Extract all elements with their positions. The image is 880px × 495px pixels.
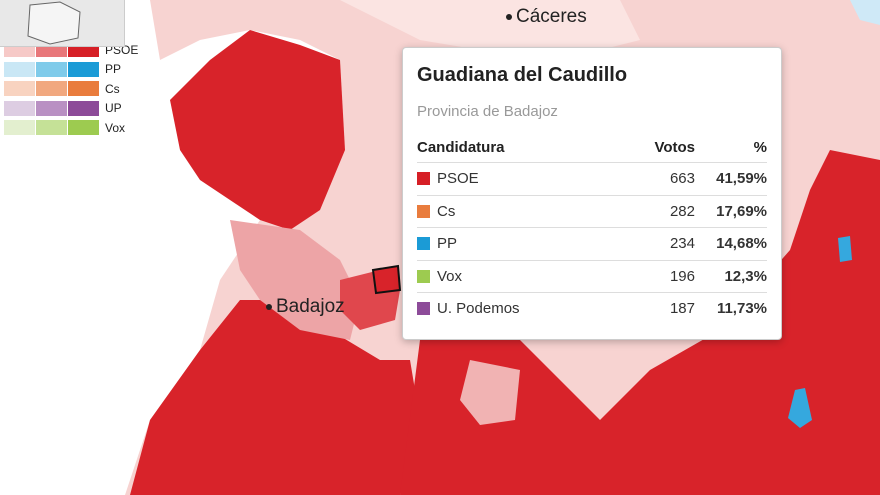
region-light [460,360,520,425]
tooltip-subtitle: Provincia de Badajoz [417,103,558,120]
percent-cell: 17,69% [716,202,767,220]
legend-label: Vox [105,120,126,135]
party-swatch [417,204,430,218]
legend-swatch [4,61,35,77]
legend-swatch [4,100,35,116]
tooltip: Guadiana del Caudillo Provincia de Badaj… [402,47,782,340]
results-table: Candidatura Votos % PSOE 663 41,59% Cs 282 17… [417,132,767,325]
party-name: PSOE [437,170,479,188]
table-row: PP 234 14,68% [417,228,767,261]
party-name: Cs [437,202,456,220]
reservoir [838,236,852,262]
region-dark [400,150,880,495]
reservoir [850,0,880,25]
percent-cell: 14,68% [716,235,767,253]
legend-label: PP [105,62,122,77]
party-cell: PP [417,235,615,252]
table-row: PSOE 663 41,59% [417,163,767,196]
legend-swatch [4,120,35,136]
legend-swatch [36,100,67,116]
percent-cell: 11,73% [716,300,767,318]
header-cell: Candidatura [417,138,505,156]
tooltip-title: Guadiana del Caudillo [417,64,628,86]
party-name: U. Podemos [437,300,520,318]
party-cell: Cs [417,203,615,220]
legend-item: PP [4,60,154,80]
votes-cell: 282 [669,202,695,220]
party-cell: PSOE [417,170,615,187]
legend-swatch [68,61,99,77]
legend-swatch [36,81,67,97]
percent-cell: 41,59% [716,170,767,188]
party-name: Vox [437,267,463,285]
locator-shape [27,1,81,45]
legend: PSOE PP Cs UP Vox [4,40,154,138]
party-swatch [417,269,430,283]
legend-item: UP [4,99,154,119]
legend-swatch [36,120,67,136]
legend-swatch [68,81,99,97]
region-dark [130,300,420,495]
votes-cell: 663 [669,170,695,188]
votes-cell: 234 [669,235,695,253]
table-header: Candidatura Votos % [417,132,767,163]
locator-map [0,0,125,47]
legend-label: Cs [105,81,120,96]
party-cell: Vox [417,268,615,285]
party-swatch [417,237,430,251]
legend-item: Cs [4,79,154,99]
legend-label: UP [105,101,122,116]
table-row: Vox 196 12,3% [417,261,767,293]
party-name: PP [437,235,458,253]
locator-outline [27,1,81,45]
header-cell: % [753,138,767,156]
legend-swatch [68,120,99,136]
city-label: Badajoz [266,296,345,318]
table-row: Cs 282 17,69% [417,196,767,228]
region-dark [170,30,345,230]
legend-swatch [36,61,67,77]
header-cell: Votos [654,138,695,156]
legend-item: Vox [4,118,154,138]
legend-swatch [68,100,99,116]
percent-cell: 12,3% [724,267,767,285]
party-swatch [417,302,430,316]
table-row: U. Podemos 187 11,73% [417,293,767,325]
votes-cell: 187 [669,300,695,318]
party-swatch [417,172,430,186]
party-cell: U. Podemos [417,300,615,317]
reservoir [788,388,812,428]
city-label: Cáceres [506,6,587,28]
legend-swatch [4,81,35,97]
selected-municipality[interactable] [371,264,402,295]
votes-cell: 196 [669,267,695,285]
